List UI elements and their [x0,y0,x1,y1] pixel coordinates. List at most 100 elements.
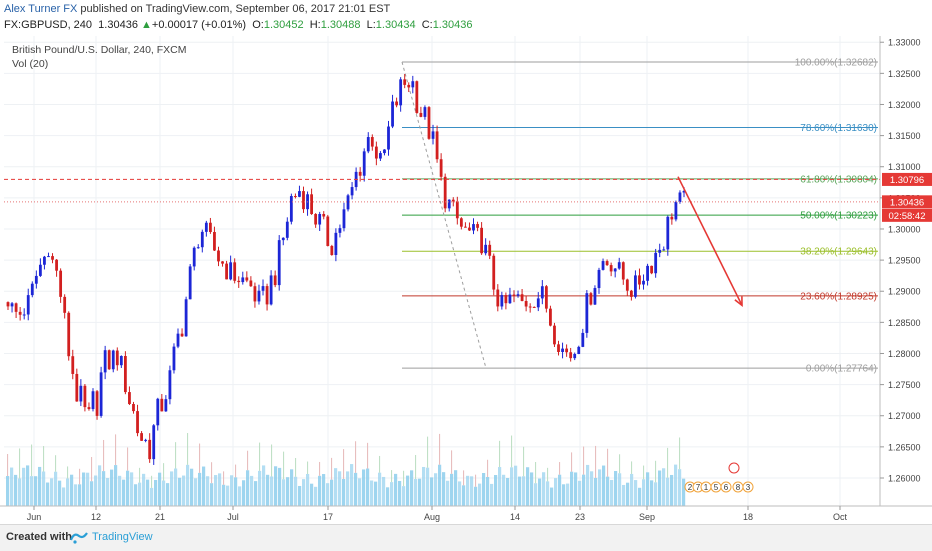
fib-level-label: 38.20%(1.29643) [800,247,877,258]
volume-bar [654,482,658,506]
volume-bar [526,467,530,506]
volume-bar [646,472,650,506]
volume-bar [118,475,122,506]
candle-body [330,245,334,256]
volume-bar [110,469,114,506]
candle-body [504,295,508,304]
candle-body [642,280,645,285]
volume-bar [114,465,118,506]
event-marker-label: 6 [724,483,729,492]
volume-bar [514,465,518,506]
volume-bar [630,473,634,506]
tradingview-link[interactable]: TradingView [92,531,153,543]
candle-body [164,399,168,412]
volume-bar [134,484,138,506]
fib-level-label: 78.60%(1.31630) [800,123,877,134]
volume-bar [458,481,462,506]
candle-body [225,263,228,280]
fib-level-label: 50.00%(1.30223) [800,211,877,222]
volume-bar [434,473,438,506]
volume-bar [550,487,554,506]
volume-bar [670,474,674,506]
volume-bar [330,479,334,506]
candle-body [334,232,338,256]
author-link[interactable]: Alex Turner FX [4,3,78,15]
candle-body [172,346,176,371]
price-chart[interactable]: 100.00%(1.32682) 78.60%(1.31630) 61.80%(1.… [0,36,932,524]
volume-bar [678,469,682,506]
candle-body [585,293,589,333]
volume-bar [554,478,558,506]
volume-bar [62,487,66,506]
candle-body [253,286,257,302]
volume-bar [342,478,346,506]
candle-body [119,355,123,366]
volume-bar [258,470,262,506]
x-tick-label: 23 [575,512,585,522]
volume-bar [542,472,546,506]
candle-body [277,240,281,286]
high-value: 1.30488 [320,19,361,31]
event-marker-label: 8 [736,483,741,492]
x-tick-label: 12 [91,512,101,522]
publish-text: published on TradingView.com, September … [77,3,391,15]
volume-bar [462,485,466,506]
volume-bar [206,476,210,506]
price-axis-tag [882,172,932,186]
candle-body [229,262,233,280]
volume-bar [318,475,322,506]
volume-bar [594,477,598,506]
volume-bar [498,467,502,506]
candle-body [459,218,463,227]
volume-bar [474,486,478,506]
candle-body [524,301,528,307]
quote-line: FX:GBPUSD, 240 1.30436 ▲+0.00017 (+0.01%… [4,19,472,31]
candle-body [492,255,496,290]
candle-body [18,311,22,315]
volume-bar [482,473,486,506]
volume-bar [46,482,50,506]
volume-bar [42,471,46,506]
candle-body [682,190,686,193]
volume-bar [562,484,566,506]
candle-body [34,275,38,284]
candle-body [407,84,411,88]
candle-body [103,350,107,373]
candle-body [605,261,609,266]
volume-bar [270,476,274,506]
volume-bar [70,474,74,506]
volume-bar [558,474,562,506]
candle-body [208,222,212,232]
candle-body [152,425,156,460]
volume-bar [98,465,102,506]
candle-body [451,199,455,202]
forecast-arrow [677,176,743,306]
close-label: C: [421,19,433,31]
candle-body [322,213,326,217]
volume-bar [634,480,638,506]
volume-bar [402,486,406,506]
fib-level-label: 0.00%(1.27764) [806,364,877,375]
open-label: O: [252,19,264,31]
fib-level-label: 61.80%(1.30804) [800,174,877,185]
chart-title: British Pound/U.S. Dollar, 240, FXCM [12,44,187,56]
candle-body [662,249,666,251]
volume-bar [10,467,14,506]
candle-body [561,348,564,352]
volume-bar [162,480,166,506]
candle-body [670,216,674,220]
candle-body [464,226,467,228]
candle-body [577,346,581,355]
volume-bar [570,471,574,506]
volume-bar [290,469,294,506]
event-marker-label: 3 [746,483,751,492]
candle-body [273,275,277,286]
volume-bar [642,479,646,506]
candle-body [423,107,427,117]
volume-bar [314,486,318,506]
y-tick-label: 1.26000 [888,473,921,483]
price-axis-tag-label: 1.30436 [890,197,924,208]
price-axis-tag-label: 02:58:42 [889,211,926,222]
event-marker-label: 1 [704,483,709,492]
y-tick-label: 1.26500 [888,442,921,452]
